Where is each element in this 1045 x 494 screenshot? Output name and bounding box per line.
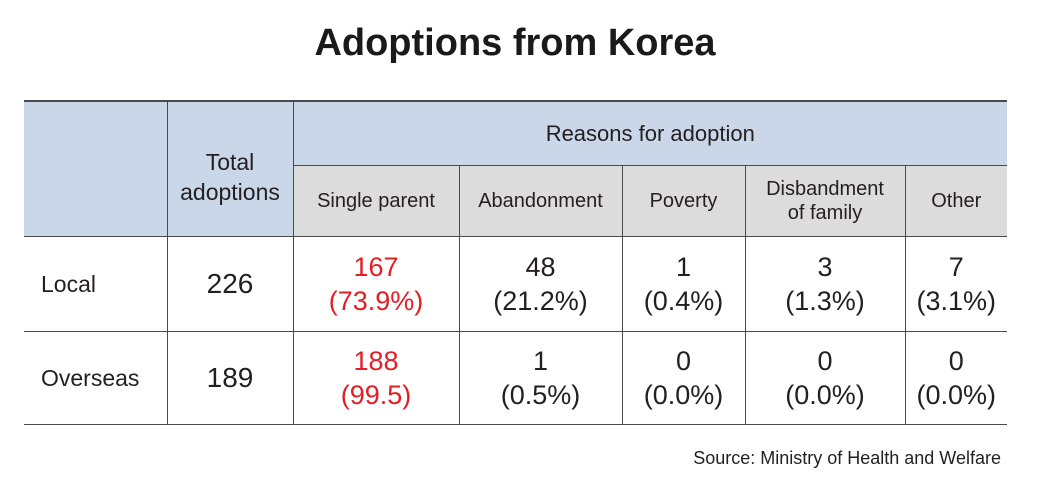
table-row-overseas: Overseas 189 188 (99.5) 1 (0.5%) 0 (0.0%) 0… <box>24 331 1008 425</box>
row-label: Local <box>24 236 167 332</box>
reason-header-single-parent: Single parent <box>292 165 459 237</box>
data-cell: 48 (21.2%) <box>458 236 622 332</box>
percent-value: (3.1%) <box>916 286 997 316</box>
percent-value: (0.4%) <box>643 286 724 316</box>
count-value: 0 <box>817 346 833 376</box>
data-cell: 188 (99.5) <box>292 331 459 425</box>
data-cell: 1 (0.4%) <box>621 236 745 332</box>
percent-value: (0.0%) <box>916 380 997 410</box>
data-cell: 3 (1.3%) <box>744 236 905 332</box>
header-row-top: Total adoptions Reasons for adoption <box>24 100 1008 237</box>
count-value: 188 <box>353 346 399 376</box>
total-value: 189 <box>166 331 293 425</box>
reason-header-abandonment: Abandonment <box>458 165 622 237</box>
total-value: 226 <box>166 236 293 332</box>
adoptions-table: Total adoptions Reasons for adoption Sin… <box>24 100 1008 425</box>
percent-value: (21.2%) <box>493 286 588 316</box>
corner-cell <box>24 100 167 237</box>
percent-value: (0.0%) <box>643 380 724 410</box>
reasons-group-label: Reasons for adoption <box>545 120 755 146</box>
total-adoptions-header: Total adoptions <box>166 100 293 237</box>
percent-value: (1.3%) <box>785 286 865 316</box>
count-value: 3 <box>817 252 833 282</box>
total-adoptions-label: Total adoptions <box>180 149 280 205</box>
source-note: Source: Ministry of Health and Welfare <box>693 448 1001 468</box>
reason-label: Disbandment of family <box>766 178 884 224</box>
count-value: 48 <box>525 252 556 282</box>
count-value: 0 <box>675 346 692 376</box>
percent-value: (99.5) <box>340 380 412 410</box>
data-cell: 167 (73.9%) <box>292 236 459 332</box>
reason-label: Single parent <box>317 190 435 212</box>
reason-header-poverty: Poverty <box>621 165 745 237</box>
percent-value: (0.5%) <box>500 380 581 410</box>
count-value: 7 <box>948 252 964 282</box>
data-cell: 7 (3.1%) <box>904 236 1008 332</box>
data-cell: 0 (0.0%) <box>904 331 1008 425</box>
reason-label: Poverty <box>649 190 718 212</box>
count-value: 1 <box>675 252 692 282</box>
data-cell: 0 (0.0%) <box>621 331 745 425</box>
header-row-reasons: Single parent Abandonment Poverty Disban… <box>24 165 1008 237</box>
data-cell: 1 (0.5%) <box>458 331 622 425</box>
reason-header-disbandment: Disbandment of family <box>744 165 905 237</box>
reasons-group-header: Reasons for adoption <box>292 100 1008 166</box>
chart-title: Adoptions from Korea <box>314 22 716 64</box>
reason-label: Other <box>931 190 982 212</box>
reason-header-other: Other <box>904 165 1008 237</box>
reason-label: Abandonment <box>478 190 603 212</box>
table-row-local: Local 226 167 (73.9%) 48 (21.2%) 1 (0.4%) 3… <box>24 236 1008 332</box>
row-label: Overseas <box>24 331 167 425</box>
count-value: 1 <box>532 346 549 376</box>
percent-value: (0.0%) <box>785 380 865 410</box>
count-value: 0 <box>948 346 964 376</box>
percent-value: (73.9%) <box>328 286 424 316</box>
count-value: 167 <box>353 252 399 282</box>
data-cell: 0 (0.0%) <box>744 331 905 425</box>
